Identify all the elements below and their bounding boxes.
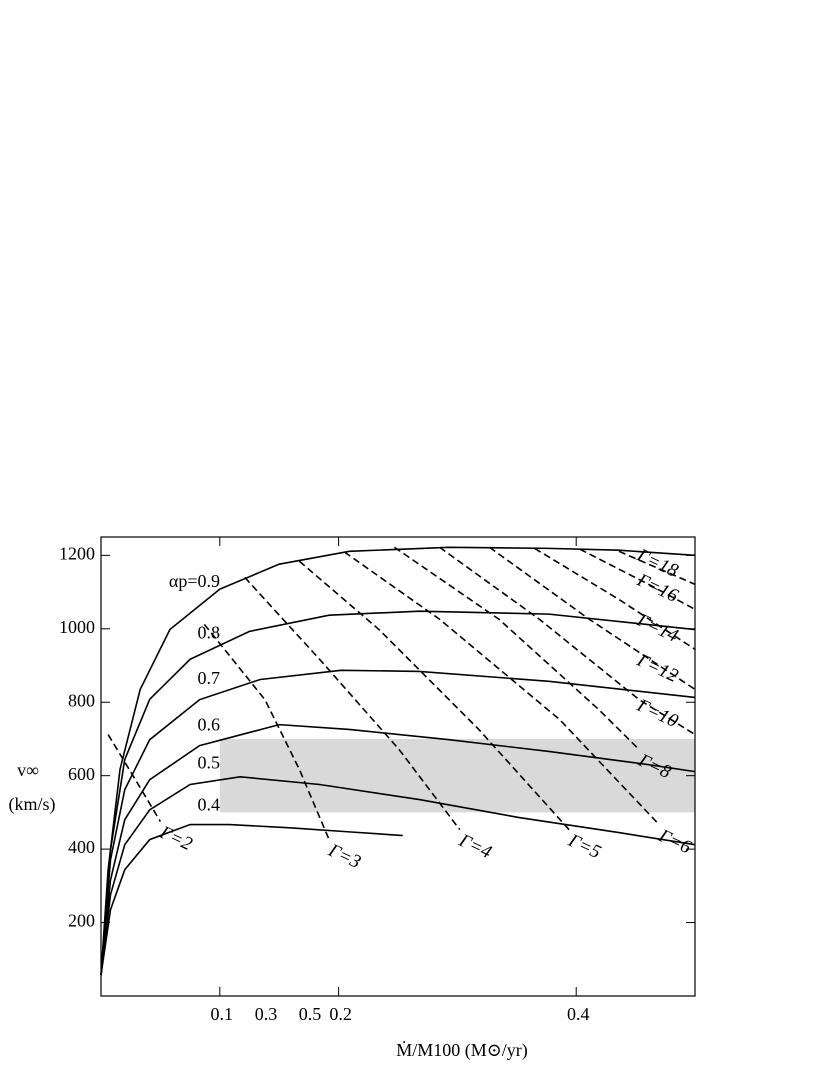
curve-label: 0.5 [198, 752, 221, 772]
x-tick-label: 0.4 [567, 1004, 590, 1024]
curve-label: Γ=5 [564, 830, 604, 863]
curve [489, 546, 696, 691]
curve [579, 548, 696, 611]
y-axis-label: v∞ [17, 760, 39, 780]
curve [100, 823, 403, 976]
curve [100, 546, 696, 976]
curve [344, 551, 660, 826]
y-tick-label: 400 [68, 837, 95, 857]
curve-label: Γ=12 [633, 649, 682, 687]
y-tick-label: 1200 [59, 543, 95, 563]
curve-label: 0.4 [198, 795, 221, 815]
y-tick-label: 800 [68, 690, 95, 710]
curve-label: Γ=10 [633, 695, 682, 733]
x-annotation: 0.5 [299, 1004, 322, 1024]
curve-label: Γ=4 [455, 830, 495, 864]
curve-label: Γ=3 [324, 840, 364, 873]
x-tick-label: 0.1 [211, 1004, 234, 1024]
curve [244, 576, 461, 831]
curve [100, 610, 696, 976]
curve-label: αp=0.9 [169, 571, 220, 591]
y-tick-label: 200 [68, 911, 95, 931]
curve [393, 546, 640, 751]
curve [298, 560, 570, 831]
curve [618, 550, 696, 586]
x-annotation: 0.3 [255, 1004, 278, 1024]
curve [534, 547, 696, 651]
y-axis-unit: (km/s) [9, 794, 56, 815]
curve-label: 0.7 [198, 668, 221, 688]
curve [439, 546, 696, 736]
curve [107, 734, 162, 822]
curve [100, 723, 696, 976]
shaded-region [219, 738, 696, 813]
curve-label: Γ=6 [654, 825, 694, 859]
curve [203, 623, 330, 840]
y-tick-label: 1000 [59, 617, 95, 637]
curve-label: Γ=14 [633, 609, 682, 647]
y-tick-label: 600 [68, 764, 95, 784]
curve-label: Γ=2 [156, 822, 196, 856]
plot-frame [100, 536, 696, 997]
x-axis-label: Ṁ/M100 (M⊙/yr) [396, 1040, 528, 1061]
curve [100, 669, 696, 976]
curve-label: 0.6 [198, 714, 221, 734]
x-tick-label: 0.2 [329, 1004, 352, 1024]
curve-label: 0.8 [198, 622, 221, 642]
curve [100, 775, 696, 976]
